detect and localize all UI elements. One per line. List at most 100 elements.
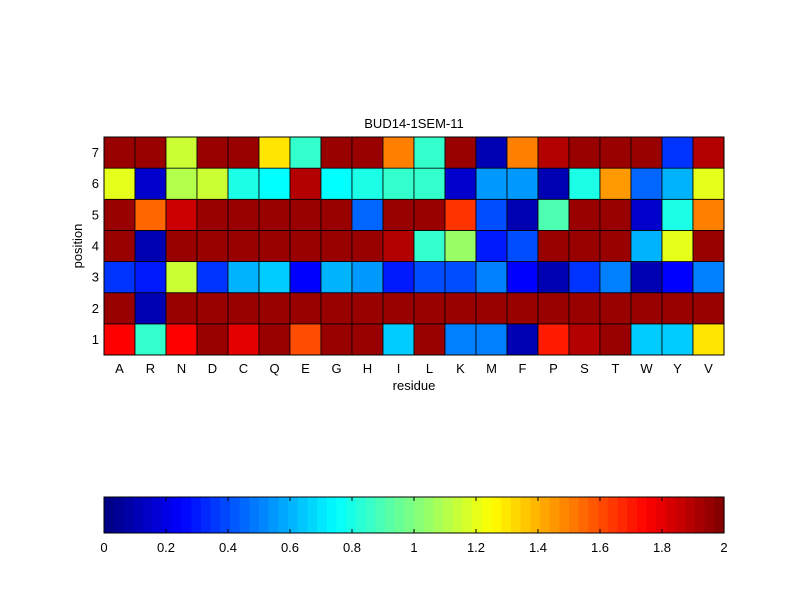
heatmap-cell-6-Q [258, 167, 291, 200]
colorbar-ticks: 0 0.2 0.4 0.6 0.8 1 1.2 1.4 1.6 1.8 2 [100, 497, 728, 555]
colorbar-segment [685, 497, 696, 533]
heatmap-cell-2-H [351, 292, 384, 325]
chart-title: BUD14-1SEM-11 [364, 116, 463, 131]
heatmap-cell-2-L [413, 292, 446, 325]
heatmap-cell-5-G [320, 198, 353, 231]
heatmap-cell-1-D [196, 323, 229, 356]
heatmap-cell-6-L [413, 167, 446, 200]
colorbar-segment [384, 497, 396, 533]
x-tick-label: K [456, 361, 465, 376]
colorbar-segment [423, 497, 434, 533]
heatmap-cell-4-S [568, 230, 601, 262]
heatmap-cells [103, 136, 725, 356]
heatmap-cell-7-D [196, 136, 229, 169]
heatmap-cell-1-M [475, 323, 508, 356]
colorbar-segment [326, 497, 338, 533]
y-axis-label: position [70, 224, 85, 269]
heatmap-cell-6-E [289, 167, 322, 200]
heatmap-cell-6-S [568, 167, 601, 200]
heatmap-cell-2-W [630, 292, 663, 325]
colorbar-segment [588, 497, 599, 533]
heatmap-cell-1-A [103, 323, 136, 356]
heatmap-cell-4-I [382, 230, 415, 262]
colorbar-segment [598, 497, 609, 533]
heatmap-cell-4-R [134, 230, 167, 262]
heatmap-cell-6-R [134, 167, 167, 200]
x-tick-label: F [519, 361, 527, 376]
colorbar-segment [191, 497, 202, 533]
colorbar-segment [288, 497, 299, 533]
colorbar-segment [414, 497, 425, 533]
colorbar-segment [365, 497, 376, 533]
heatmap-cell-3-K [444, 261, 477, 294]
heatmap-cell-1-G [320, 323, 353, 356]
x-tick-label: I [397, 361, 401, 376]
heatmap-cell-6-H [351, 167, 384, 200]
colorbar-segment [694, 497, 706, 533]
colorbar-segment [539, 497, 551, 533]
heatmap-cell-2-D [196, 292, 229, 325]
heatmap-cell-3-A [103, 261, 136, 294]
colorbar-segment [530, 497, 541, 533]
heatmap-cell-5-L [413, 198, 446, 231]
colorbar-segment [665, 497, 677, 533]
heatmap-cell-3-S [568, 261, 601, 294]
colorbar-segment [636, 497, 648, 533]
heatmap-cell-2-C [227, 292, 260, 325]
heatmap-cell-4-V [692, 230, 725, 262]
colorbar-tick-label: 0 [100, 540, 107, 555]
colorbar-segment [491, 497, 502, 533]
colorbar-segment [433, 497, 444, 533]
heatmap-cell-5-M [475, 198, 508, 231]
y-tick-label: 1 [92, 332, 99, 347]
heatmap-cell-3-Q [258, 261, 291, 294]
heatmap-cell-1-P [537, 323, 570, 356]
heatmap-cell-6-P [537, 167, 570, 200]
heatmap-cell-1-I [382, 323, 415, 356]
y-tick-labels: 1 2 3 4 5 6 7 [92, 145, 99, 347]
colorbar-segment [123, 497, 134, 533]
colorbar-segment [142, 497, 154, 533]
x-tick-label: T [612, 361, 620, 376]
heatmap-cell-3-C [227, 261, 260, 294]
colorbar-segment [520, 497, 531, 533]
heatmap-cell-2-M [475, 292, 508, 325]
heatmap-cell-2-V [692, 292, 725, 325]
colorbar-tick-label: 0.2 [157, 540, 175, 555]
colorbar-tick-label: 1.6 [591, 540, 609, 555]
colorbar-segment [355, 497, 367, 533]
colorbar-segment [607, 497, 619, 533]
colorbar-segment [462, 497, 473, 533]
colorbar-tick-label: 0.8 [343, 540, 361, 555]
colorbar-segment [104, 497, 115, 533]
colorbar-segment [549, 497, 560, 533]
heatmap-cell-5-R [134, 198, 167, 231]
x-tick-label: H [363, 361, 372, 376]
heatmap-cell-6-G [320, 167, 353, 200]
colorbar-segment [239, 497, 250, 533]
x-tick-label: S [580, 361, 589, 376]
heatmap-cell-2-Y [661, 292, 694, 325]
heatmap-cell-3-F [506, 261, 539, 294]
heatmap-cell-1-Q [258, 323, 291, 356]
colorbar-tick-label: 1.4 [529, 540, 547, 555]
heatmap-cell-4-C [227, 230, 260, 262]
x-tick-label: Q [269, 361, 279, 376]
heatmap-cell-3-I [382, 261, 415, 294]
x-tick-label: W [640, 361, 653, 376]
colorbar-segment [569, 497, 580, 533]
heatmap-cell-1-Y [661, 323, 694, 356]
colorbar-tick-label: 0.4 [219, 540, 237, 555]
heatmap-cell-6-W [630, 167, 663, 200]
colorbar-segment [268, 497, 279, 533]
heatmap-cell-1-L [413, 323, 446, 356]
colorbar [104, 497, 725, 533]
colorbar-segment [472, 497, 483, 533]
colorbar-segment [714, 497, 725, 533]
colorbar-segment [617, 497, 628, 533]
heatmap-cell-3-W [630, 261, 663, 294]
heatmap-cell-2-R [134, 292, 167, 325]
colorbar-segment [152, 497, 163, 533]
